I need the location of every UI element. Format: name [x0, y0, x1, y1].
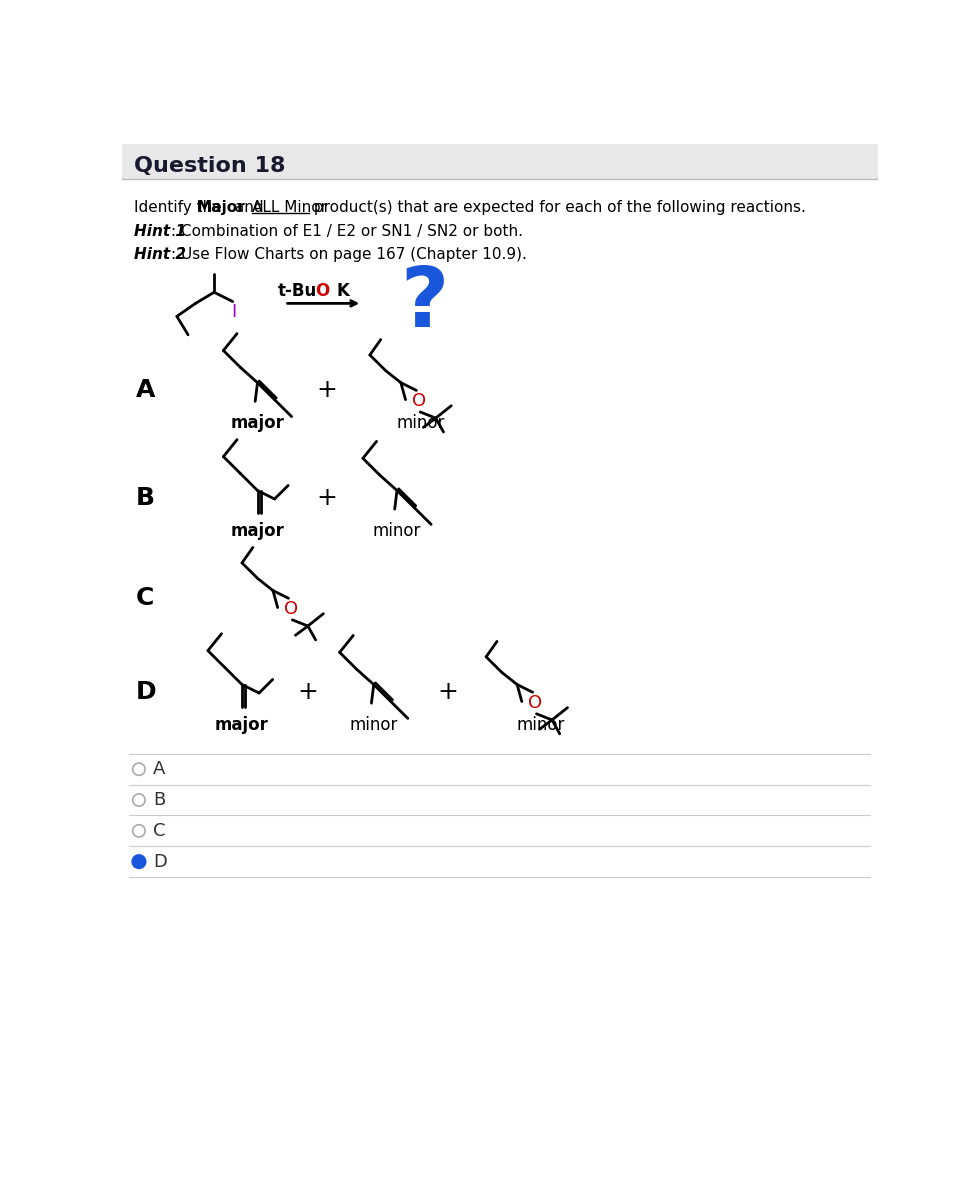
Text: Major: Major: [197, 199, 246, 215]
Text: minor: minor: [350, 715, 398, 733]
Text: Identify the: Identify the: [134, 199, 226, 215]
Text: : Combination of E1 / E2 or SN1 / SN2 or both.: : Combination of E1 / E2 or SN1 / SN2 or…: [171, 224, 523, 239]
Text: major: major: [230, 414, 285, 432]
Text: +: +: [317, 486, 337, 510]
Text: major: major: [230, 522, 285, 540]
Text: +: +: [297, 680, 318, 704]
Text: major: major: [215, 715, 269, 733]
Text: A: A: [153, 761, 165, 779]
FancyBboxPatch shape: [122, 144, 878, 179]
Text: D: D: [153, 853, 167, 871]
Text: : Use Flow Charts on page 167 (Chapter 10.9).: : Use Flow Charts on page 167 (Chapter 1…: [171, 247, 526, 263]
Text: O: O: [316, 282, 330, 300]
Text: ?: ?: [400, 263, 449, 344]
Text: B: B: [153, 791, 165, 809]
Text: I: I: [232, 304, 237, 322]
Text: +: +: [437, 680, 458, 704]
Text: Question 18: Question 18: [134, 156, 285, 175]
Text: ALL Minor: ALL Minor: [253, 199, 327, 215]
Text: C: C: [136, 587, 154, 611]
Text: D: D: [136, 680, 156, 704]
Text: C: C: [153, 822, 166, 840]
Text: t-Bu: t-Bu: [278, 282, 317, 300]
Text: B: B: [136, 486, 155, 510]
Text: Hint 1: Hint 1: [134, 224, 185, 239]
Text: O: O: [527, 694, 542, 712]
Text: A: A: [136, 378, 155, 402]
Text: K: K: [336, 282, 349, 300]
Text: Hint 2: Hint 2: [134, 247, 185, 263]
Text: O: O: [411, 392, 426, 410]
Text: +: +: [317, 378, 337, 402]
Text: minor: minor: [372, 522, 421, 540]
Circle shape: [133, 856, 145, 868]
Text: product(s) that are expected for each of the following reactions.: product(s) that are expected for each of…: [309, 199, 806, 215]
Text: minor: minor: [516, 715, 565, 733]
Text: and: and: [230, 199, 269, 215]
Text: minor: minor: [396, 414, 445, 432]
Text: O: O: [284, 600, 298, 618]
